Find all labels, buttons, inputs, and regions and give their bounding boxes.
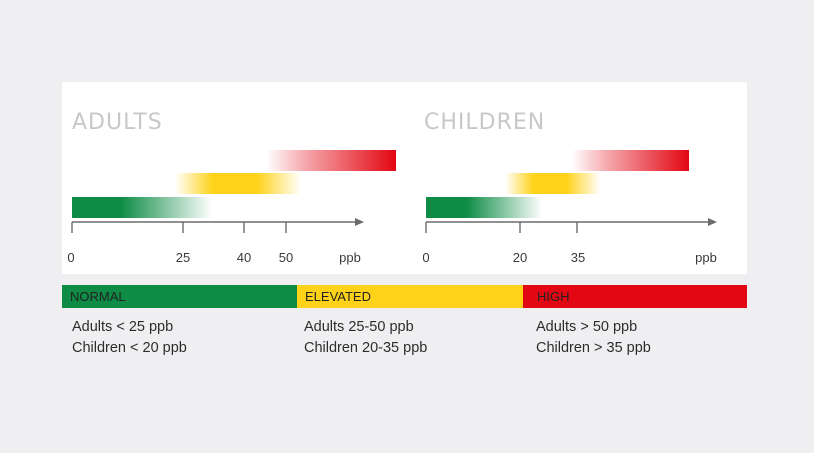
adults-tick-label-40: 40: [236, 250, 252, 265]
elevated-strip: ELEVATED: [297, 285, 523, 308]
adults-high-bar: [266, 150, 396, 171]
children-unit-label: ppb: [695, 250, 717, 265]
children-tick-label-0: 0: [422, 250, 430, 265]
children-elevated-bar: [505, 173, 600, 194]
high-description: Adults > 50 ppb Children > 35 ppb: [536, 317, 651, 359]
children-tick-label-20: 20: [512, 250, 528, 265]
high-adults-text: Adults > 50 ppb: [536, 319, 638, 335]
elevated-label: ELEVATED: [305, 289, 371, 304]
high-label: HIGH: [537, 289, 570, 304]
adults-tick-label-0: 0: [67, 250, 75, 265]
children-high-bar: [572, 150, 689, 171]
children-axis: [425, 218, 717, 233]
children-tick-label-35: 35: [570, 250, 586, 265]
children-title: CHILDREN: [424, 110, 546, 135]
adults-axis: [71, 218, 364, 233]
adults-tick-label-50: 50: [278, 250, 294, 265]
adults-tick-label-25: 25: [175, 250, 191, 265]
adults-title: ADULTS: [72, 110, 163, 135]
adults-unit-label: ppb: [339, 250, 361, 265]
elevated-description: Adults 25-50 ppb Children 20-35 ppb: [304, 317, 427, 359]
adults-elevated-bar: [175, 173, 301, 194]
high-children-text: Children > 35 ppb: [536, 340, 651, 356]
elevated-adults-text: Adults 25-50 ppb: [304, 319, 414, 335]
children-normal-bar: [426, 197, 542, 218]
normal-strip: NORMAL: [62, 285, 297, 308]
normal-description: Adults < 25 ppb Children < 20 ppb: [72, 317, 187, 359]
normal-children-text: Children < 20 ppb: [72, 340, 187, 356]
adults-axis-arrow: [355, 218, 364, 226]
adults-normal-bar: [72, 197, 212, 218]
elevated-children-text: Children 20-35 ppb: [304, 340, 428, 356]
normal-label: NORMAL: [70, 289, 126, 304]
children-axis-arrow: [708, 218, 717, 226]
high-strip: HIGH: [523, 285, 747, 308]
normal-adults-text: Adults < 25 ppb: [72, 319, 174, 335]
